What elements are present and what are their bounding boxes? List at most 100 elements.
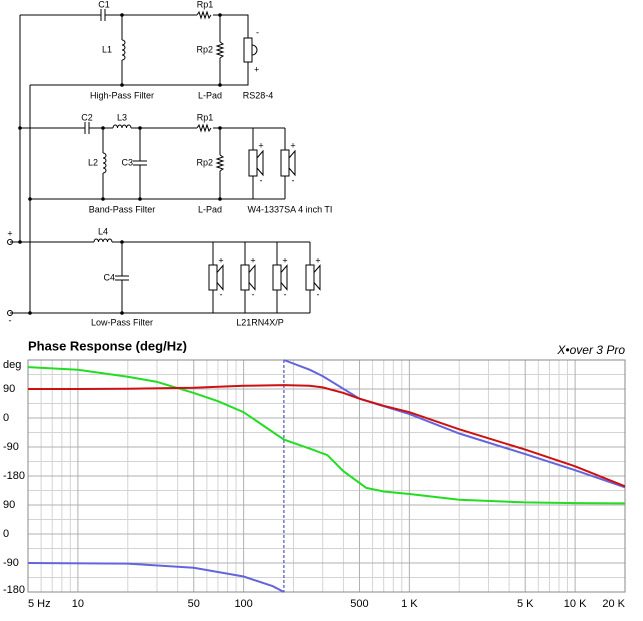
component-label: Band-Pass Filter [89, 204, 156, 214]
component-label: W4-1337SA 4 inch TI [248, 204, 333, 214]
speaker-box [280, 149, 290, 177]
wire [20, 14, 249, 86]
series-line [28, 384, 626, 488]
junction [120, 83, 124, 87]
wire [93, 238, 113, 243]
x-tick-label: 100 [234, 598, 252, 610]
polarity: + [218, 255, 223, 265]
brand: X•over 3 Pro [556, 343, 625, 357]
gap [197, 127, 213, 129]
polarity: - [317, 289, 320, 299]
gap [139, 161, 141, 165]
y-tick-label: -180 [3, 470, 25, 482]
junction [218, 126, 222, 130]
polarity: + [282, 255, 287, 265]
component-label: L4 [98, 226, 108, 236]
gap [219, 42, 221, 58]
gap [85, 127, 89, 129]
component-label: Rp2 [196, 44, 213, 54]
circuit: - + + - + - + - + - + - + - + - C1 L1 Rp1 Rp2 High-Pass Filt… [7, 0, 332, 327]
x-tick-label: 20 K [602, 598, 625, 610]
component-label: RS28-4 [243, 90, 274, 100]
speaker-cone [248, 264, 256, 291]
speaker-cone [280, 264, 288, 291]
component-label: L21RN4X/P [236, 317, 284, 327]
junction [138, 126, 142, 130]
x-tick-label: 10 K [564, 598, 587, 610]
speaker-cone [256, 149, 264, 177]
wire [215, 154, 225, 172]
y-tick-label: 90 [3, 499, 15, 511]
polarity: + [315, 255, 320, 265]
component-label: L3 [117, 112, 127, 122]
component-label: Rp2 [196, 157, 213, 167]
chart-title: Phase Response (deg/Hz) [28, 338, 187, 353]
y-tick-label: -90 [3, 557, 19, 569]
polarity: + [258, 140, 263, 150]
gap [197, 14, 213, 16]
junction [120, 240, 124, 244]
polarity: + [290, 140, 295, 150]
y-tick-label: 0 [3, 412, 9, 424]
wire [121, 39, 126, 61]
component-label: Rp1 [197, 112, 214, 122]
component-label: C2 [81, 112, 93, 122]
wire [20, 127, 285, 200]
polarity: - [260, 175, 263, 185]
polarity: - [292, 175, 295, 185]
y-tick-label: deg [3, 359, 21, 371]
junction [101, 126, 105, 130]
junction [218, 83, 222, 87]
wire [115, 275, 129, 281]
y-tick-label: -180 [3, 584, 25, 596]
gap [121, 276, 123, 280]
terminal [7, 239, 13, 245]
component-label: L-Pad [198, 204, 222, 214]
component-label: Low-Pass Filter [91, 317, 153, 327]
speaker-box [272, 264, 282, 291]
speaker-box [243, 37, 253, 63]
polarity: - [220, 289, 223, 299]
junction [218, 13, 222, 17]
junction [28, 197, 32, 201]
x-tick-label: 500 [350, 598, 368, 610]
component-label: L1 [102, 44, 112, 54]
component-label: C4 [103, 272, 115, 282]
wire [196, 123, 212, 133]
series-line [27, 359, 626, 593]
junction [218, 197, 222, 201]
terminal-label: + [7, 228, 12, 238]
wire [84, 122, 90, 134]
component-label: C3 [121, 157, 133, 167]
y-tick-label: 0 [3, 528, 9, 540]
component-label: C1 [98, 0, 110, 9]
speaker-cone [251, 44, 258, 56]
plot-frame [27, 359, 626, 593]
chart: Phase Response (deg/Hz) X•over 3 Pro 5 H… [3, 338, 626, 609]
speaker-box [240, 264, 250, 291]
speaker-box [208, 264, 218, 291]
speaker-cone [288, 149, 296, 177]
x-tick-label: 5 K [517, 598, 534, 610]
y-tick-label: -90 [3, 441, 19, 453]
polarity: - [252, 289, 255, 299]
wire [196, 10, 212, 20]
wire [112, 124, 132, 129]
series-line [27, 366, 626, 505]
speaker-box [248, 149, 258, 177]
component-label: L2 [88, 157, 98, 167]
gap [101, 14, 105, 16]
terminal-label: - [9, 315, 12, 325]
component-label: Rp1 [197, 0, 214, 9]
wire [133, 160, 147, 166]
wire [215, 41, 225, 59]
junction [101, 197, 105, 201]
x-tick-label: 50 [188, 598, 200, 610]
polarity: + [254, 64, 259, 74]
x-tick-label: 1 K [401, 598, 418, 610]
x-tick-label: 10 [72, 598, 84, 610]
polarity: - [256, 27, 259, 37]
junction [18, 126, 22, 130]
